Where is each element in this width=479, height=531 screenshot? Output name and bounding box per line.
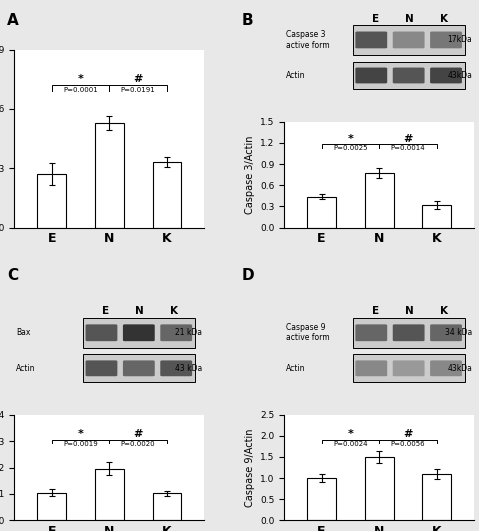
Bar [83, 318, 195, 348]
Text: #: # [134, 429, 143, 439]
Bar [153, 162, 182, 228]
Text: P=0.0025: P=0.0025 [333, 145, 368, 151]
Text: 34 kDa: 34 kDa [445, 328, 472, 337]
Text: Actin: Actin [286, 71, 306, 80]
Bar [153, 493, 182, 520]
FancyBboxPatch shape [123, 361, 155, 376]
Text: E: E [372, 306, 379, 316]
FancyBboxPatch shape [86, 324, 117, 341]
Text: A: A [7, 13, 19, 28]
Text: D: D [242, 268, 254, 283]
FancyBboxPatch shape [393, 31, 424, 48]
Text: K: K [170, 306, 178, 316]
Text: 43kDa: 43kDa [447, 71, 472, 80]
Bar [307, 196, 336, 228]
Text: P=0.0001: P=0.0001 [63, 87, 98, 93]
FancyBboxPatch shape [430, 361, 462, 376]
Text: N: N [136, 306, 144, 316]
Text: Caspase 3
active form: Caspase 3 active form [286, 30, 330, 49]
Text: C: C [7, 268, 18, 283]
Text: P=0.0191: P=0.0191 [121, 87, 156, 93]
Bar [37, 493, 66, 520]
Text: B: B [242, 13, 253, 28]
FancyBboxPatch shape [430, 31, 462, 48]
FancyBboxPatch shape [160, 324, 192, 341]
Bar [353, 25, 465, 55]
FancyBboxPatch shape [355, 67, 387, 83]
Text: Actin: Actin [286, 364, 306, 373]
FancyBboxPatch shape [355, 361, 387, 376]
Bar [353, 318, 465, 348]
FancyBboxPatch shape [355, 324, 387, 341]
Bar [307, 478, 336, 520]
FancyBboxPatch shape [393, 67, 424, 83]
Bar [95, 469, 124, 520]
Text: *: * [78, 74, 83, 84]
Text: #: # [134, 74, 143, 84]
Bar [365, 173, 394, 228]
Text: E: E [102, 306, 109, 316]
FancyBboxPatch shape [123, 324, 155, 341]
Text: Actin: Actin [16, 364, 36, 373]
Text: *: * [78, 429, 83, 439]
Text: K: K [440, 13, 448, 23]
Text: N: N [405, 306, 414, 316]
Bar [95, 123, 124, 228]
Bar [83, 354, 195, 382]
FancyBboxPatch shape [430, 324, 462, 341]
Text: Bax: Bax [16, 328, 31, 337]
Bar [37, 174, 66, 228]
FancyBboxPatch shape [160, 361, 192, 376]
Text: *: * [347, 134, 354, 144]
Text: P=0.0019: P=0.0019 [63, 441, 98, 447]
Bar [353, 354, 465, 382]
FancyBboxPatch shape [430, 67, 462, 83]
Text: 21 kDa: 21 kDa [175, 328, 203, 337]
Text: E: E [372, 13, 379, 23]
Text: 43kDa: 43kDa [447, 364, 472, 373]
Text: *: * [347, 430, 354, 440]
Text: N: N [405, 13, 414, 23]
Text: P=0.0020: P=0.0020 [121, 441, 156, 447]
Text: #: # [403, 134, 413, 144]
FancyBboxPatch shape [393, 361, 424, 376]
FancyBboxPatch shape [86, 361, 117, 376]
Bar [422, 205, 451, 228]
Bar [353, 62, 465, 89]
Text: P=0.0056: P=0.0056 [391, 441, 425, 447]
FancyBboxPatch shape [393, 324, 424, 341]
Bar [422, 474, 451, 520]
Text: Caspase 9
active form: Caspase 9 active form [286, 323, 330, 342]
Y-axis label: Caspase 3/Actin: Caspase 3/Actin [245, 135, 254, 214]
Y-axis label: Caspase 9/Actin: Caspase 9/Actin [245, 429, 254, 507]
Text: P=0.0014: P=0.0014 [391, 145, 425, 151]
FancyBboxPatch shape [355, 31, 387, 48]
Text: 43 kDa: 43 kDa [175, 364, 203, 373]
Text: P=0.0024: P=0.0024 [333, 441, 368, 447]
Text: K: K [440, 306, 448, 316]
Text: #: # [403, 430, 413, 440]
Bar [365, 457, 394, 520]
Text: 17kDa: 17kDa [447, 36, 472, 45]
